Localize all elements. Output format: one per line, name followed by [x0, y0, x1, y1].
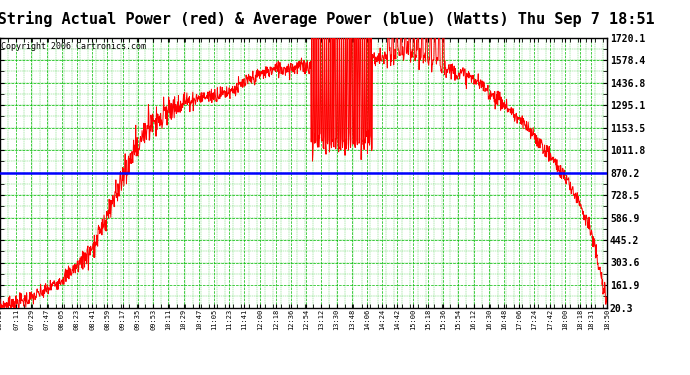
Text: Copyright 2006 Cartronics.com: Copyright 2006 Cartronics.com [1, 42, 146, 51]
Text: West String Actual Power (red) & Average Power (blue) (Watts) Thu Sep 7 18:51: West String Actual Power (red) & Average… [0, 11, 655, 27]
